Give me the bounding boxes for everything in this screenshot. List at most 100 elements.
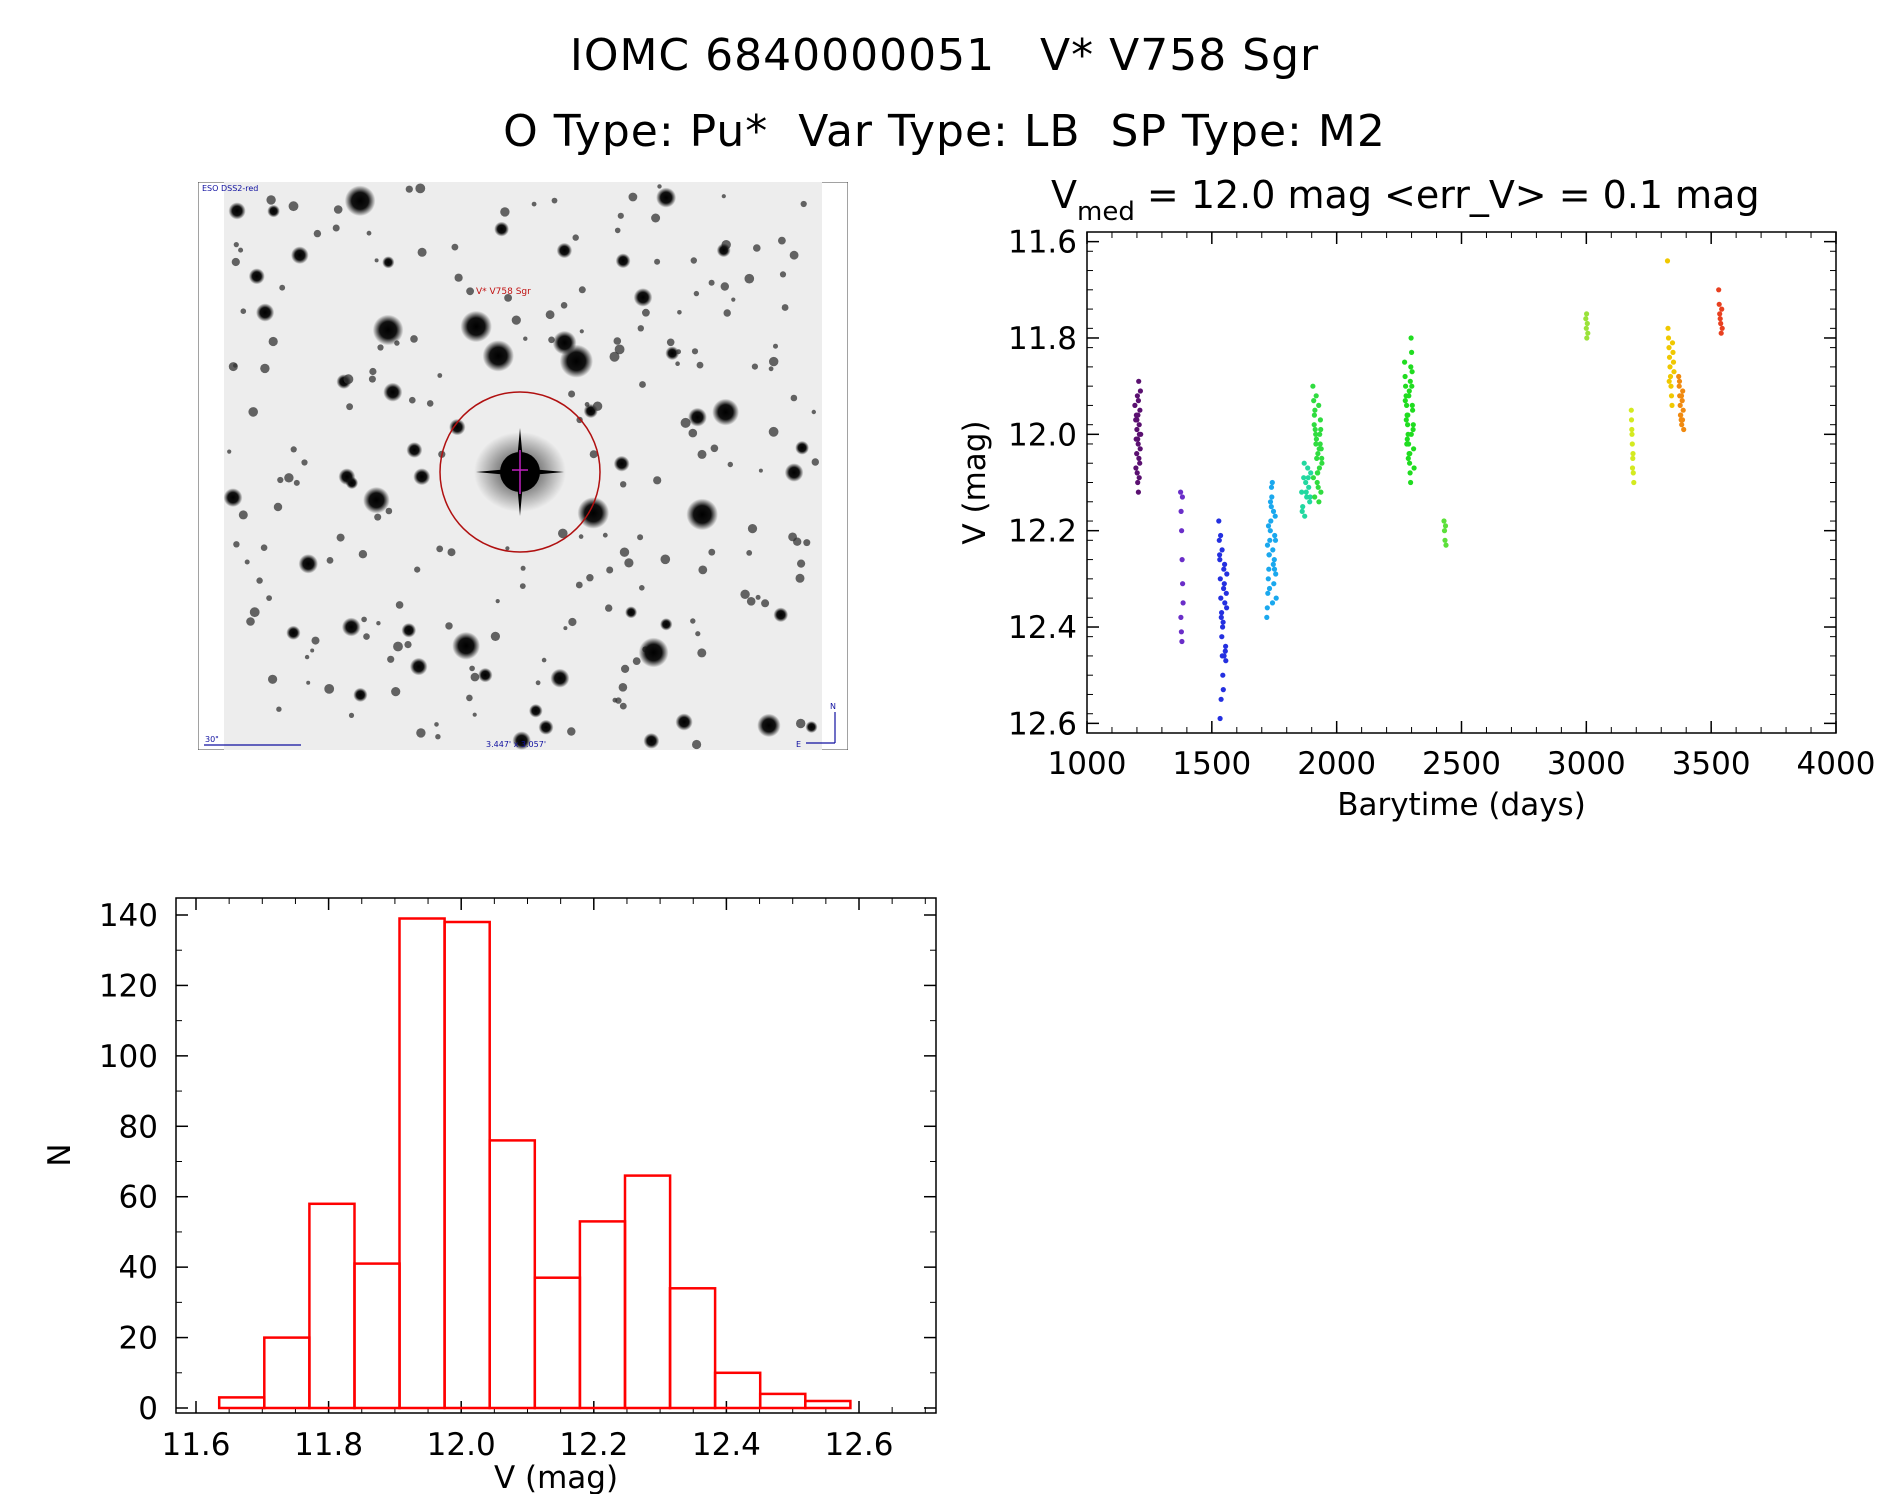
- lc-point: [1269, 479, 1275, 486]
- lc-point: [1311, 422, 1317, 428]
- h-x-tick-label: 12.2: [559, 1427, 628, 1463]
- lc-point: [1179, 557, 1185, 563]
- lc-point: [1665, 335, 1672, 341]
- finder-star: [720, 282, 729, 291]
- finder-star: [435, 734, 441, 740]
- lc-point: [1271, 581, 1277, 587]
- lc-point: [1680, 388, 1686, 394]
- lc-point: [1316, 499, 1322, 505]
- finder-star: [605, 604, 613, 612]
- lc-point: [1669, 402, 1675, 408]
- finder-star: [495, 599, 500, 604]
- finder-star: [690, 257, 697, 264]
- object-label: V* V758 Sgr: [476, 287, 531, 297]
- lc-point: [1180, 581, 1186, 587]
- lc-point: [1319, 460, 1325, 466]
- lc-point: [1222, 561, 1228, 568]
- lc-point: [1299, 489, 1305, 495]
- finder-star: [290, 446, 297, 453]
- finder-star: [414, 566, 421, 573]
- lc-x-tick-label: 2500: [1422, 746, 1501, 782]
- lc-point: [1719, 306, 1725, 312]
- lc-point: [1267, 499, 1274, 505]
- finder-star: [273, 502, 283, 512]
- lc-point: [1301, 475, 1307, 481]
- finder-star: [708, 279, 715, 286]
- finder-star: [256, 303, 275, 322]
- finder-star: [279, 284, 286, 291]
- lc-point: [1315, 451, 1321, 457]
- lc-point: [1719, 325, 1725, 331]
- finder-star: [293, 479, 300, 486]
- histogram-bar: [804, 1399, 852, 1410]
- lc-point: [1304, 494, 1310, 500]
- finder-star: [246, 617, 255, 626]
- target-circle: [439, 391, 601, 553]
- lc-point: [1402, 373, 1408, 380]
- lc-point: [1134, 470, 1140, 476]
- finder-star: [326, 557, 334, 564]
- lc-point: [1410, 426, 1416, 433]
- finder-star: [642, 308, 650, 317]
- finder-star: [301, 459, 308, 466]
- finder-star: [778, 236, 786, 245]
- finder-star: [746, 597, 756, 606]
- lc-point: [1628, 407, 1634, 413]
- finder-star: [376, 621, 381, 626]
- finder-star: [512, 731, 531, 750]
- finder-star: [619, 702, 627, 710]
- h-y-tick-label: 20: [119, 1321, 158, 1357]
- lc-point: [1218, 696, 1224, 702]
- lc-point: [1136, 422, 1142, 428]
- finder-star: [556, 242, 573, 259]
- lc-point: [1223, 658, 1229, 664]
- lc-point: [1133, 436, 1139, 442]
- lc-point: [1223, 590, 1229, 596]
- finder-star: [731, 297, 736, 302]
- lc-point: [1408, 431, 1414, 437]
- lc-point: [1628, 417, 1635, 423]
- finder-star: [773, 343, 778, 349]
- finder-star: [643, 733, 660, 749]
- finder-star: [401, 623, 417, 638]
- finder-star: [800, 200, 807, 208]
- finder-star: [727, 461, 733, 468]
- finder-star: [374, 513, 382, 521]
- lc-point: [1679, 422, 1685, 428]
- histogram-bar: [353, 1262, 401, 1410]
- finder-star: [805, 721, 818, 733]
- finder-star: [653, 476, 662, 485]
- histogram-frame: [175, 897, 937, 1414]
- finder-star: [227, 449, 232, 454]
- finder-star: [589, 450, 598, 459]
- finder-star: [790, 394, 798, 402]
- finder-star: [606, 566, 614, 574]
- lc-point: [1265, 590, 1271, 596]
- lc-point: [1272, 537, 1279, 543]
- finder-star: [568, 390, 576, 398]
- finder-star: [286, 625, 301, 640]
- lc-point: [1307, 499, 1313, 505]
- lc-point: [1402, 359, 1408, 365]
- finder-star: [260, 363, 270, 374]
- finder-star: [656, 187, 677, 208]
- lc-point: [1305, 475, 1311, 481]
- lc-point: [1676, 378, 1683, 384]
- lc-point: [1132, 402, 1138, 408]
- finder-star: [751, 363, 759, 370]
- finder-star: [311, 636, 320, 645]
- lc-point: [1630, 451, 1636, 457]
- finder-star: [577, 497, 610, 529]
- lc-point: [1270, 561, 1276, 568]
- lc-point: [1268, 518, 1274, 524]
- finder-star: [779, 271, 787, 278]
- lc-x-tick-label: 1000: [1048, 746, 1127, 782]
- h-y-tick-label: 80: [119, 1109, 158, 1145]
- finder-star: [781, 304, 789, 311]
- lc-point: [1670, 359, 1677, 365]
- lc-point: [1266, 552, 1272, 558]
- lc-point: [1584, 320, 1590, 327]
- lc-point: [1411, 465, 1417, 471]
- finder-star: [415, 183, 426, 194]
- lc-point: [1268, 504, 1274, 510]
